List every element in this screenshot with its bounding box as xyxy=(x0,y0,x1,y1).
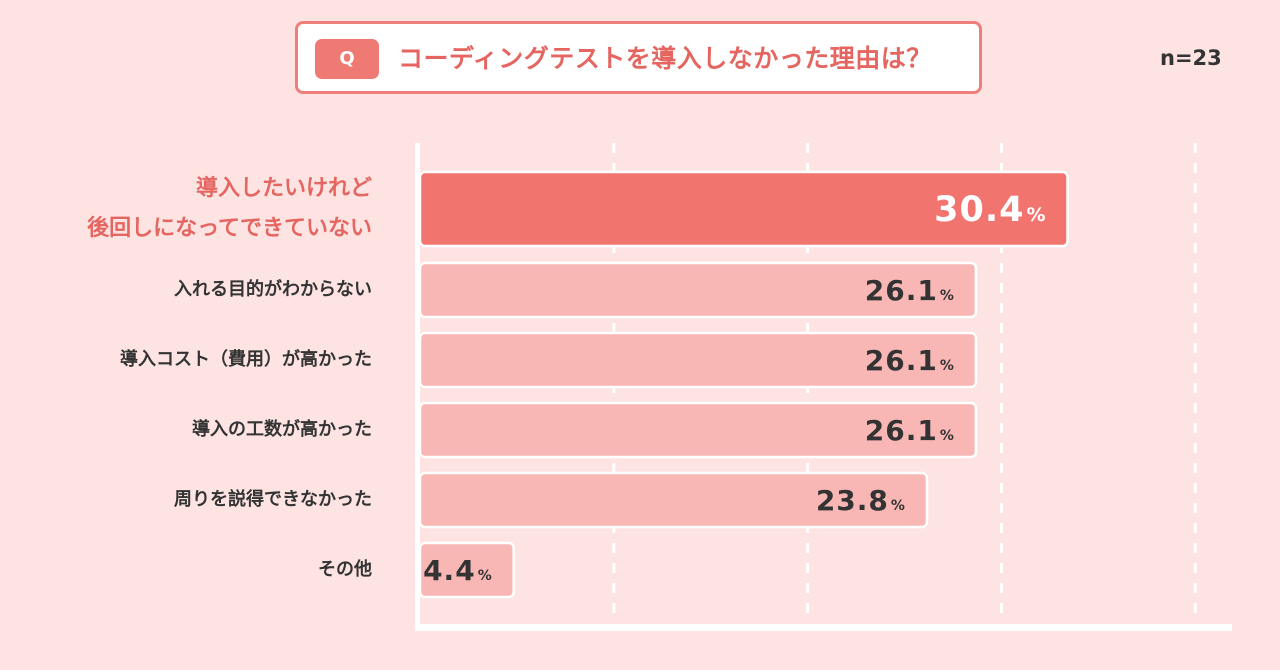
category-label: 入れる目的がわからない xyxy=(174,279,372,300)
data-label: 4.4% xyxy=(423,554,492,587)
question-title: コーディングテストを導入しなかった理由は？ xyxy=(398,44,932,73)
category-label: 導入したいけれど 後回しになってできていない xyxy=(87,176,372,241)
x-axis-line xyxy=(415,624,1232,631)
category-label: 周りを説得できなかった xyxy=(174,489,372,510)
data-label: 26.1% xyxy=(865,414,954,447)
question-badge: Q xyxy=(315,39,379,79)
category-label: その他 xyxy=(318,559,372,580)
data-label: 30.4% xyxy=(934,190,1045,230)
data-label: 26.1% xyxy=(865,344,954,377)
data-label: 26.1% xyxy=(865,274,954,307)
category-label: 導入コスト（費用）が高かった xyxy=(120,349,372,370)
category-label: 導入の工数が高かった xyxy=(192,419,372,440)
data-label: 23.8% xyxy=(816,484,905,517)
y-axis-line xyxy=(415,143,420,631)
question-box: Q コーディングテストを導入しなかった理由は？ xyxy=(295,21,982,94)
sample-size: n=23 xyxy=(1160,46,1222,70)
